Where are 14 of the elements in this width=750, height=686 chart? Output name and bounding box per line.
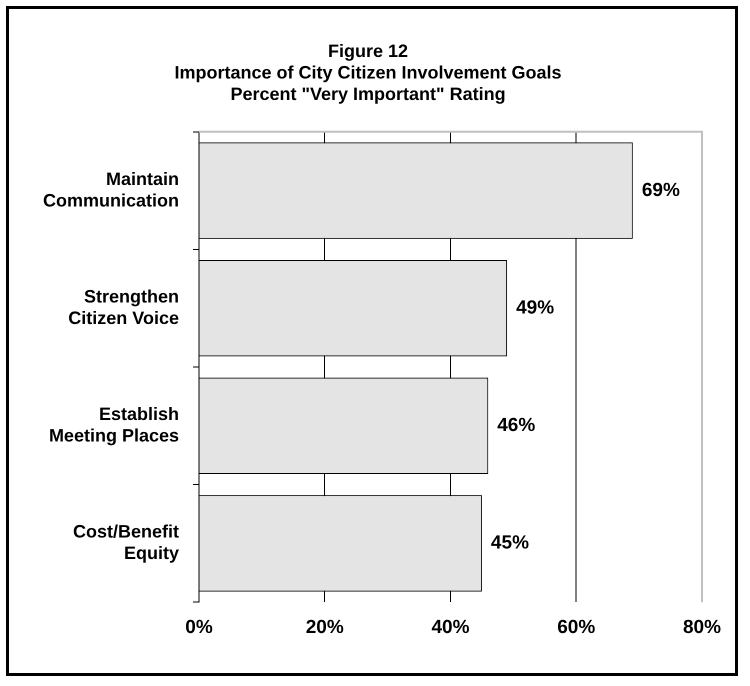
x-tick-label: 80% — [682, 616, 722, 638]
data-label: 46% — [497, 415, 536, 436]
y-tick-label: Establish Meeting Places — [48, 404, 179, 446]
data-label: 69% — [642, 180, 680, 201]
x-tick-label: 20% — [306, 616, 344, 638]
data-label: 49% — [516, 297, 554, 318]
x-tick-label: 40% — [431, 616, 470, 638]
chart-title: Figure 12 Importance of City Citizen Involvement Goals Percent "Very Important" Rating — [174, 40, 562, 104]
y-tick-label: Cost/Benefit Equity — [72, 522, 179, 564]
y-tick-label: Strengthen Citizen Voice — [68, 286, 179, 328]
x-tick-label: 60% — [557, 616, 596, 638]
y-tick-label: Maintain Communication — [42, 168, 179, 210]
data-label: 45% — [490, 532, 530, 554]
x-tick-label: 0% — [185, 616, 213, 638]
